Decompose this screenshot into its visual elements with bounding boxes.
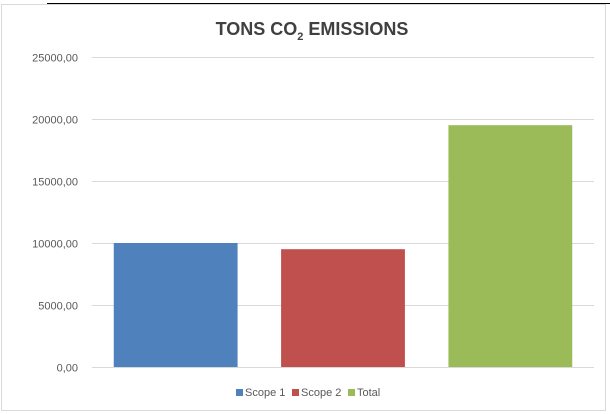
- bar-total: [448, 125, 573, 367]
- y-tick-label-1: 5000,00: [38, 301, 78, 313]
- bar-scope-1: [113, 243, 238, 367]
- bars: [113, 125, 573, 367]
- y-tick-label-2: 10000,00: [32, 239, 78, 251]
- legend-label-total: Total: [357, 387, 380, 399]
- legend-label-scope-1: Scope 1: [245, 387, 285, 399]
- chart-title-subscript: 2: [297, 31, 303, 43]
- bar-scope-2: [281, 249, 405, 367]
- legend-swatch-scope-2: [292, 389, 299, 396]
- legend-swatch-scope-1: [236, 389, 243, 396]
- y-axis-labels: 0,00 5000,00 10000,00 15000,00 20000,00 25000…: [32, 53, 78, 375]
- legend: Scope 1 Scope 2 Total: [236, 387, 380, 399]
- chart-title-rest: EMISSIONS: [303, 19, 408, 39]
- chart-title-main: TONS CO: [216, 19, 298, 39]
- y-tick-label-3: 15000,00: [32, 177, 78, 189]
- y-tick-label-4: 20000,00: [32, 115, 78, 127]
- y-tick-label-0: 0,00: [57, 363, 78, 375]
- top-border-line: [47, 3, 610, 4]
- legend-swatch-total: [348, 389, 355, 396]
- legend-label-scope-2: Scope 2: [301, 387, 341, 399]
- chart-title: TONS CO2 EMISSIONS: [216, 19, 409, 43]
- y-tick-label-5: 25000,00: [32, 53, 78, 65]
